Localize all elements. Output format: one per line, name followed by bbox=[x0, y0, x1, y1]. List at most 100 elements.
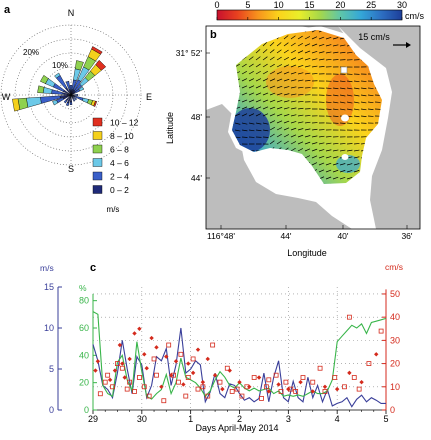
rose-legend-label: 4 – 6 bbox=[110, 158, 129, 168]
left-outer-tick-label: 0 bbox=[49, 405, 54, 415]
current-speed-point bbox=[284, 380, 288, 384]
current-speed-point bbox=[154, 373, 158, 377]
island-3 bbox=[342, 154, 349, 160]
current-speed-point bbox=[218, 380, 222, 384]
current-speed-point bbox=[103, 380, 107, 384]
slow-current-patch bbox=[266, 66, 314, 98]
time-series-grid bbox=[93, 287, 386, 410]
rose-petal-segment bbox=[70, 102, 72, 105]
island-1 bbox=[341, 67, 347, 73]
rose-legend-label: 8 – 10 bbox=[110, 131, 134, 141]
current-speed-point bbox=[367, 362, 371, 366]
left-inner-tick-label: 20 bbox=[79, 378, 89, 388]
map-xtick-label: 36' bbox=[401, 231, 412, 241]
colorbar-tick-label: 10 bbox=[274, 0, 284, 10]
current-speed-point bbox=[357, 387, 361, 391]
left-inner-unit: % bbox=[79, 283, 87, 293]
rose-petal-segment bbox=[74, 94, 78, 95]
current-speed-point bbox=[98, 392, 102, 396]
current-speed-point bbox=[211, 343, 215, 347]
current-speed-point bbox=[259, 396, 263, 400]
point-speed-marker bbox=[93, 368, 97, 372]
current-speed-point bbox=[311, 380, 315, 384]
point-speed-marker bbox=[108, 378, 112, 382]
rose-petal-segment bbox=[26, 97, 41, 107]
left-outer-unit: m/s bbox=[40, 263, 54, 273]
current-speed-point bbox=[179, 352, 183, 356]
colorbar-tick-label: 0 bbox=[214, 0, 219, 10]
ts-xtick-label: 3 bbox=[286, 414, 291, 424]
point-speed-marker bbox=[186, 361, 190, 365]
right-unit: cm/s bbox=[385, 262, 403, 272]
current-speed-point bbox=[125, 387, 129, 391]
panel-label-c: c bbox=[90, 262, 96, 274]
ring-label-10: 10% bbox=[52, 61, 68, 70]
ts-xlabel: Days April-May 2014 bbox=[195, 423, 278, 433]
ring-label-20: 20% bbox=[23, 48, 39, 57]
colorbar-tick-label: 5 bbox=[245, 0, 250, 10]
rose-petal-segment bbox=[43, 87, 52, 93]
point-speed-marker bbox=[142, 352, 146, 356]
current-speed-point bbox=[167, 343, 171, 347]
ts-xtick-label: 29 bbox=[88, 414, 98, 424]
point-speed-marker bbox=[286, 387, 290, 391]
point-speed-marker bbox=[154, 345, 158, 349]
ts-xtick-label: 30 bbox=[137, 414, 147, 424]
rose-legend-swatch bbox=[93, 145, 102, 153]
point-speed-marker bbox=[201, 380, 205, 384]
colorbar-tick-label: 20 bbox=[335, 0, 345, 10]
left-outer-tick-label: 10 bbox=[44, 323, 54, 333]
point-speed-marker bbox=[298, 380, 302, 384]
point-speed-marker bbox=[174, 359, 178, 363]
point-speed-marker bbox=[127, 357, 131, 361]
rose-legend-swatch bbox=[93, 186, 102, 194]
right-tick-label: 40 bbox=[390, 312, 400, 322]
point-speed-marker bbox=[323, 385, 327, 389]
point-speed-marker bbox=[228, 368, 232, 372]
point-speed-marker bbox=[335, 387, 339, 391]
rose-legend-swatch bbox=[93, 118, 102, 126]
rose-legend-unit: m/s bbox=[107, 205, 120, 214]
right-tick-label: 10 bbox=[390, 382, 400, 392]
compass-w: W bbox=[2, 92, 11, 102]
compass-s: S bbox=[68, 164, 74, 174]
rose-petal-segment bbox=[75, 60, 83, 70]
rose-legend-label: 6 – 8 bbox=[110, 145, 129, 155]
ts-xtick-label: 4 bbox=[335, 414, 340, 424]
current-speed-point bbox=[318, 366, 322, 370]
rose-legend-swatch bbox=[93, 172, 102, 180]
map-ylabel: Latitude bbox=[165, 112, 175, 144]
rose-legend-swatch bbox=[93, 159, 102, 167]
left-outer-tick-label: 15 bbox=[44, 282, 54, 292]
point-speed-marker bbox=[132, 331, 136, 335]
current-speed-point bbox=[267, 378, 271, 382]
map-xlabel: Longitude bbox=[287, 248, 327, 258]
rose-legend: 10 – 128 – 106 – 84 – 62 – 40 – 2 bbox=[93, 118, 139, 196]
current-speed-point bbox=[137, 376, 141, 380]
panel-label-b: b bbox=[210, 29, 217, 41]
current-speed-point bbox=[301, 376, 305, 380]
ts-xtick-label: 5 bbox=[383, 414, 388, 424]
slow-current-patch-east bbox=[326, 74, 354, 126]
ts-xtick-label: 1 bbox=[188, 414, 193, 424]
current-speed-point bbox=[230, 389, 234, 393]
colorbar-tick-label: 25 bbox=[366, 0, 376, 10]
current-speed-point bbox=[120, 366, 124, 370]
current-speed-point bbox=[252, 376, 256, 380]
current-speed-point bbox=[379, 329, 383, 333]
rose-petal-segment bbox=[37, 86, 44, 93]
colorbar-tick-label: 15 bbox=[304, 0, 314, 10]
current-speed-point bbox=[191, 357, 195, 361]
point-speed-marker bbox=[276, 382, 280, 386]
compass-e: E bbox=[146, 92, 152, 102]
map-ytick-label: 31° 52' bbox=[176, 48, 203, 58]
left-outer-tick-label: 5 bbox=[49, 364, 54, 374]
left-inner-tick-label: 80 bbox=[79, 296, 89, 306]
rose-legend-swatch bbox=[93, 132, 102, 140]
right-tick-label: 20 bbox=[390, 359, 400, 369]
